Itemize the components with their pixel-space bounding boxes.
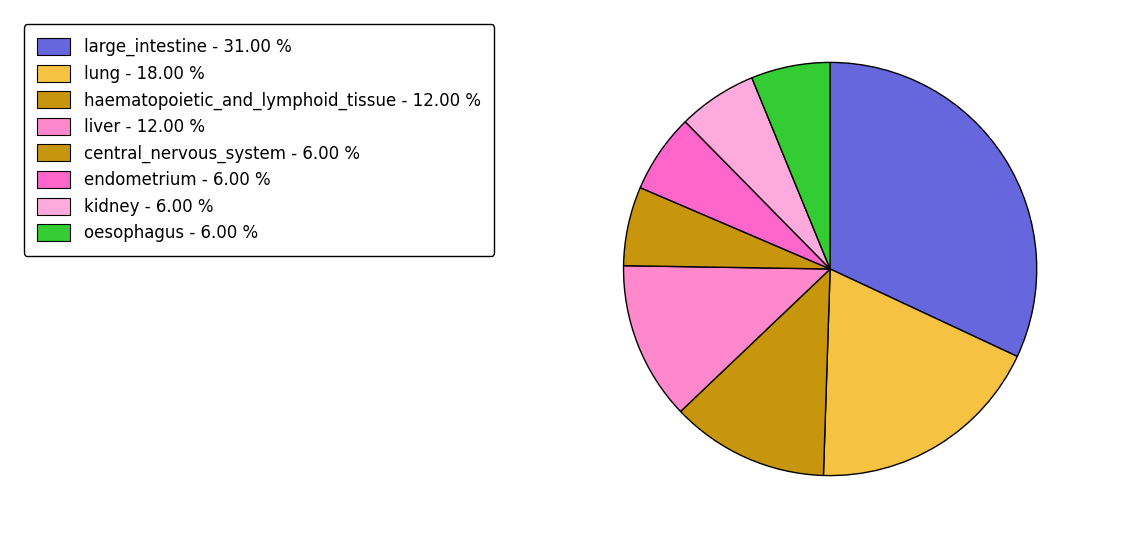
Wedge shape: [624, 188, 830, 269]
Wedge shape: [640, 122, 830, 269]
Legend: large_intestine - 31.00 %, lung - 18.00 %, haematopoietic_and_lymphoid_tissue - : large_intestine - 31.00 %, lung - 18.00 …: [24, 24, 495, 256]
Wedge shape: [685, 78, 830, 269]
Wedge shape: [680, 269, 830, 476]
Wedge shape: [752, 62, 830, 269]
Wedge shape: [823, 269, 1017, 476]
Wedge shape: [830, 62, 1036, 357]
Wedge shape: [624, 266, 830, 412]
